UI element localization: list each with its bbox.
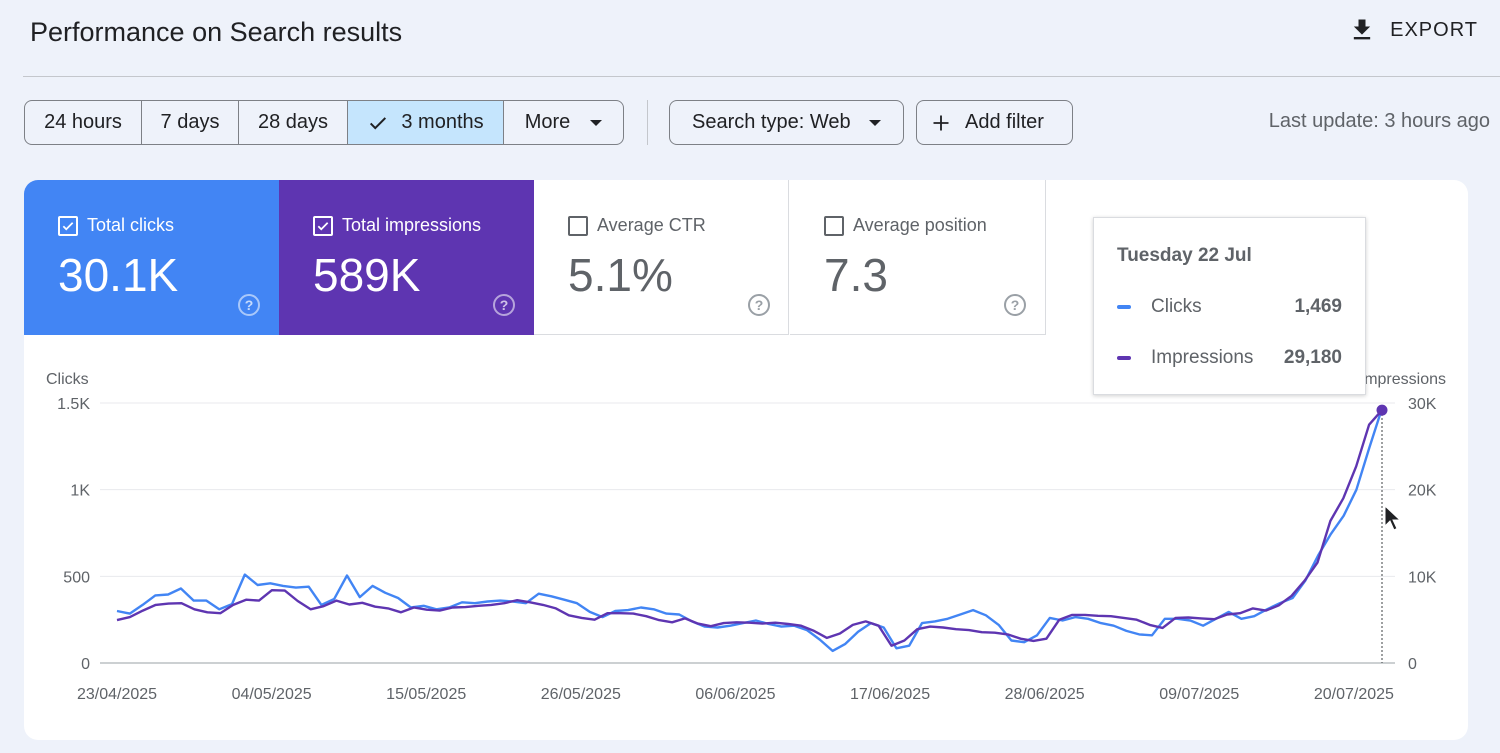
tooltip-row-clicks: Clicks 1,469: [1117, 296, 1342, 318]
tooltip-label: Impressions: [1151, 347, 1254, 368]
mouse-cursor-icon: [1384, 504, 1402, 531]
add-filter-label: Add filter: [965, 111, 1044, 133]
chevron-down-icon: [868, 119, 881, 126]
metric-label: Total clicks: [87, 215, 175, 235]
tooltip-label: Clicks: [1151, 296, 1202, 317]
chart-tooltip: Tuesday 22 Jul Clicks 1,469 Impressions …: [1093, 217, 1366, 395]
checkbox-checked-icon[interactable]: [313, 215, 333, 236]
chevron-down-icon: [590, 119, 603, 126]
search-type-label: Search type: Web: [692, 111, 851, 133]
download-icon: [1353, 19, 1371, 40]
y-right-tick-label: 10K: [1408, 569, 1437, 586]
x-tick-label: 26/05/2025: [541, 686, 621, 703]
check-icon: [370, 116, 387, 129]
range-3-months-label: 3 months: [401, 111, 484, 133]
search-type-dropdown[interactable]: Search type: Web: [669, 100, 904, 145]
help-icon[interactable]: ?: [238, 294, 260, 316]
checkbox-checked-icon[interactable]: [58, 215, 78, 236]
date-range-selector: 24 hours 7 days 28 days 3 months More: [24, 100, 624, 145]
tooltip-date: Tuesday 22 Jul: [1117, 245, 1252, 266]
metric-average-ctr[interactable]: Average CTR 5.1% ?: [534, 180, 789, 335]
x-tick-label: 28/06/2025: [1005, 686, 1085, 703]
last-update-text: Last update: 3 hours ago: [1268, 110, 1490, 132]
range-3-months[interactable]: 3 months: [348, 101, 504, 144]
page-title: Performance on Search results: [30, 17, 403, 47]
series-line-impressions: [116, 409, 1383, 647]
tooltip-value: 29,180: [1283, 347, 1342, 368]
metric-value: 589K: [313, 249, 421, 301]
y-right-tick-label: 20K: [1408, 483, 1437, 500]
x-tick-label: 06/06/2025: [695, 686, 775, 703]
range-7-days[interactable]: 7 days: [142, 101, 239, 144]
tooltip-row-impressions: Impressions 29,180: [1117, 347, 1342, 369]
x-tick-label: 09/07/2025: [1159, 686, 1239, 703]
metric-value: 5.1%: [568, 249, 673, 301]
y-right-axis-title: Impressions: [1360, 371, 1446, 388]
range-24-hours[interactable]: 24 hours: [25, 101, 142, 144]
y-left-tick-label: 500: [63, 569, 90, 586]
legend-swatch: [1117, 305, 1131, 309]
y-left-tick-label: 1.5K: [57, 396, 90, 413]
help-icon[interactable]: ?: [748, 294, 770, 316]
x-tick-label: 15/05/2025: [386, 686, 466, 703]
y-left-tick-label: 1K: [70, 483, 90, 500]
metric-average-position[interactable]: Average position 7.3 ?: [790, 180, 1046, 335]
metric-value: 7.3: [824, 249, 888, 301]
series-line-clicks: [116, 408, 1384, 653]
x-tick-label: 17/06/2025: [850, 686, 930, 703]
export-label: EXPORT: [1390, 18, 1478, 41]
x-tick-label: 04/05/2025: [232, 686, 312, 703]
metric-total-impressions[interactable]: Total impressions 589K ?: [279, 180, 534, 335]
checkbox-unchecked-icon[interactable]: [824, 215, 844, 236]
metric-value: 30.1K: [58, 249, 179, 301]
tooltip-value: 1,469: [1294, 296, 1342, 317]
export-button[interactable]: EXPORT: [1348, 16, 1478, 44]
checkbox-unchecked-icon[interactable]: [568, 215, 588, 236]
metric-total-clicks[interactable]: Total clicks 30.1K ?: [24, 180, 279, 335]
y-right-tick-label: 0: [1408, 656, 1417, 673]
hover-point: [1376, 404, 1388, 416]
header-divider: [23, 76, 1500, 77]
metric-label: Average CTR: [597, 215, 706, 235]
range-28-days[interactable]: 28 days: [239, 101, 348, 144]
x-tick-label: 20/07/2025: [1314, 686, 1394, 703]
toolbar-separator: [647, 100, 648, 145]
add-filter-button[interactable]: Add filter: [916, 100, 1073, 145]
y-left-axis-title: Clicks: [46, 371, 89, 388]
help-icon[interactable]: ?: [1004, 294, 1026, 316]
metric-label: Average position: [853, 215, 987, 235]
legend-swatch: [1117, 356, 1131, 360]
range-more-label: More: [524, 111, 571, 133]
range-more-dropdown[interactable]: More: [504, 101, 623, 144]
y-left-tick-label: 0: [81, 656, 90, 673]
plus-icon: [933, 115, 949, 130]
x-tick-label: 23/04/2025: [77, 686, 157, 703]
y-right-tick-label: 30K: [1408, 396, 1437, 413]
metric-label: Total impressions: [342, 215, 482, 235]
help-icon[interactable]: ?: [493, 294, 515, 316]
